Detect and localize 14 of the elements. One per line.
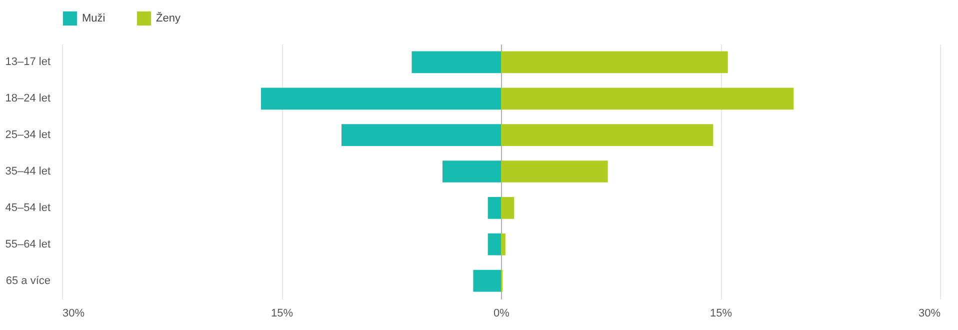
y-tick-label: 65 a více [6,274,50,287]
y-tick-label: 13–17 let [5,56,50,68]
x-tick-label: 15% [710,308,732,320]
x-tick-label: 0% [494,308,510,320]
x-tick-label: 30% [62,308,85,320]
legend-label: Ženy [156,11,181,24]
legend-label: Muži [82,12,106,24]
y-tick-label: 25–34 let [5,129,50,142]
x-tick-label: 30% [918,308,941,320]
y-tick-label: 18–24 let [5,92,50,105]
y-tick-label: 35–44 let [5,166,50,178]
y-tick-label: 55–64 let [5,238,50,250]
x-tick-label: 15% [270,308,294,320]
y-tick-label: 45–54 let [5,202,50,214]
